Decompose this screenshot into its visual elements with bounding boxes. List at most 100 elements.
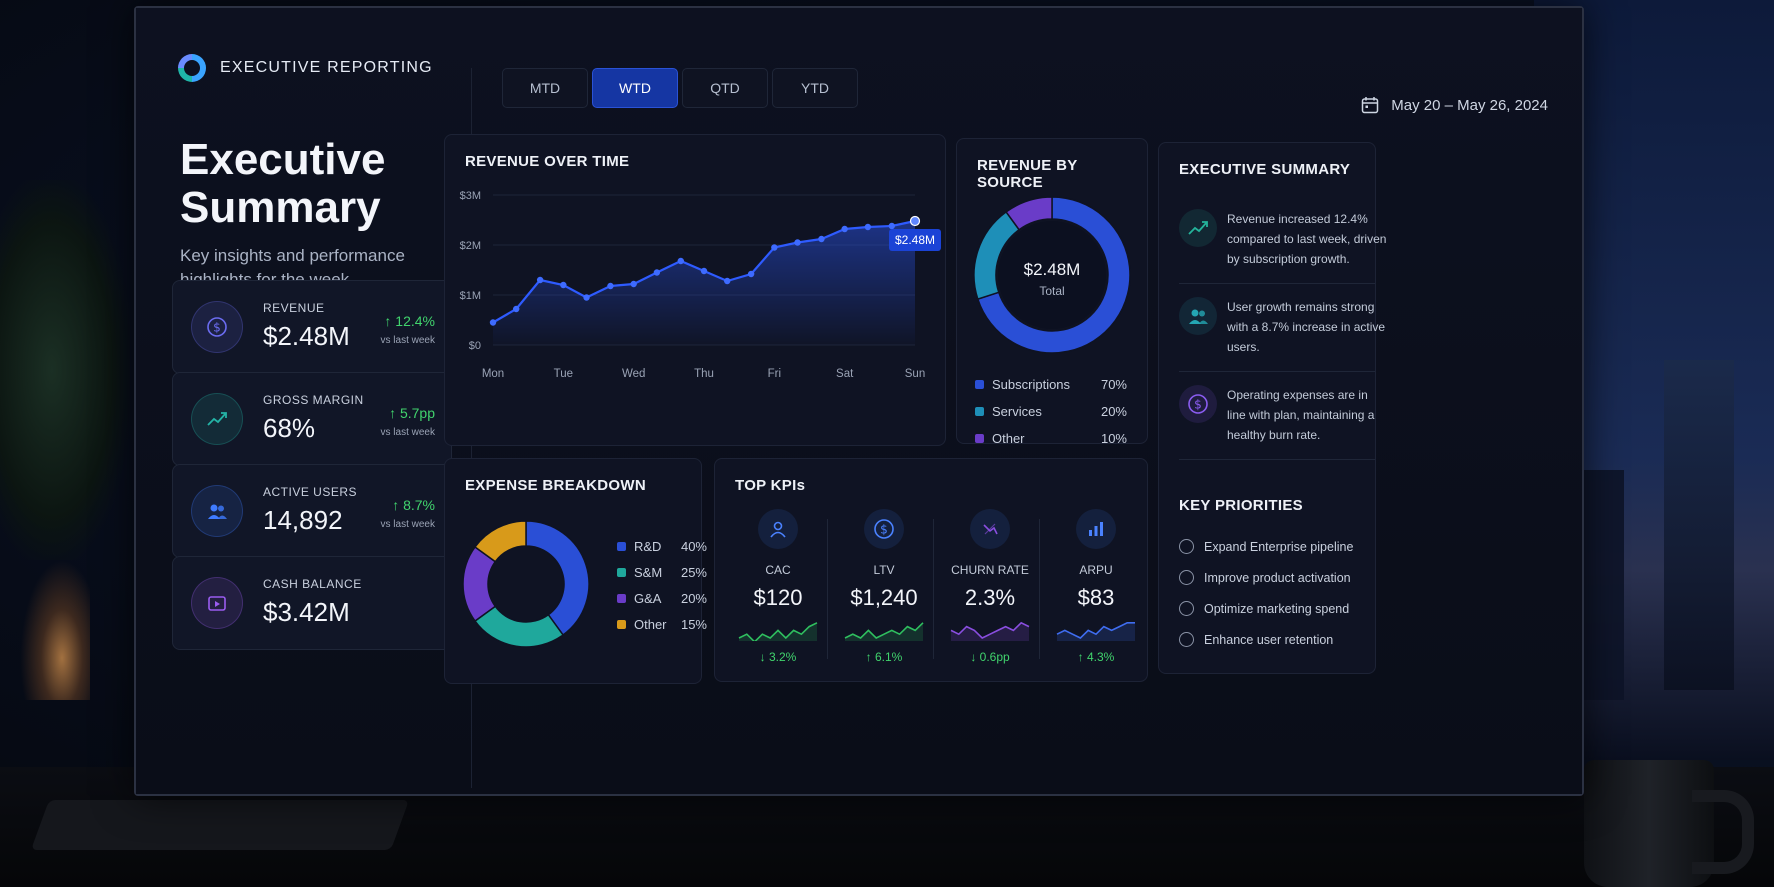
revenue-point[interactable] <box>841 225 848 233</box>
legend-value: 25% <box>680 565 707 580</box>
revenue-point[interactable] <box>724 277 731 285</box>
checkbox-circle-icon[interactable] <box>1179 539 1194 554</box>
tab-ytd[interactable]: YTD <box>772 68 858 108</box>
kpi-card-cash-balance[interactable]: CASH BALANCE $3.42M <box>172 556 452 650</box>
kpi-card-active-users[interactable]: ACTIVE USERS 14,892 ↑ 8.7% vs last week <box>172 464 452 558</box>
city-building <box>1664 360 1734 690</box>
revenue-point[interactable] <box>864 223 872 231</box>
priority-label: Expand Enterprise pipeline <box>1204 539 1354 554</box>
bar-chart-icon <box>1076 509 1116 549</box>
tab-mtd[interactable]: MTD <box>502 68 588 108</box>
priority-item[interactable]: Enhance user retention <box>1179 632 1333 647</box>
legend-item: Other 15% <box>617 617 707 632</box>
revenue-by-source-panel: REVENUE BY SOURCE $2.48M Total Subscripti… <box>956 138 1148 446</box>
kpi-delta-caption: vs last week <box>380 335 435 346</box>
donut-slice[interactable] <box>1005 196 1053 231</box>
top-kpi-label: CHURN RATE <box>951 563 1029 577</box>
top-kpi-label: ARPU <box>1079 563 1113 577</box>
panel-title: TOP KPIs <box>735 477 806 494</box>
churn-icon <box>970 509 1010 549</box>
priority-item[interactable]: Expand Enterprise pipeline <box>1179 539 1353 554</box>
legend-label: Other <box>992 431 1025 446</box>
legend-item: Other 10% <box>975 431 1127 446</box>
priority-item[interactable]: Optimize marketing spend <box>1179 601 1349 616</box>
revenue-over-time-panel: REVENUE OVER TIME $0 $1M $2M $3M Mon Tue Wed Th… <box>444 134 946 446</box>
revenue-point[interactable] <box>536 276 544 284</box>
monitor: EXECUTIVE REPORTING Executive Summary Ke… <box>134 6 1584 796</box>
kpi-card-revenue[interactable]: $ REVENUE $2.48M ↑ 12.4% vs last week <box>172 280 452 374</box>
revenue-point[interactable] <box>630 280 637 288</box>
kpi-card-gross-margin[interactable]: GROSS MARGIN 68% ↑ 5.7pp vs last week <box>172 372 452 466</box>
revenue-line-chart: $0 $1M $2M $3M Mon Tue Wed Thu Fri Sat Sun $2.48M <box>460 190 941 380</box>
expense-breakdown-panel: EXPENSE BREAKDOWN R&D 40% S&M 25% G&A 20% Othe… <box>444 458 707 684</box>
revenue-point[interactable] <box>513 305 520 313</box>
wallet-icon <box>191 577 243 629</box>
key-priorities-title: KEY PRIORITIES <box>1179 497 1303 514</box>
kpi-value: 14,892 <box>263 505 343 535</box>
priority-item[interactable]: Improve product activation <box>1179 570 1351 585</box>
legend-swatch <box>975 380 984 389</box>
donut-slice[interactable] <box>473 605 565 648</box>
plant-decor <box>0 180 130 560</box>
x-tick-label: Wed <box>622 368 645 380</box>
sparkline <box>738 622 818 643</box>
revenue-point[interactable] <box>607 282 614 290</box>
legend-value: 20% <box>1100 404 1127 419</box>
users-icon <box>1179 297 1217 335</box>
donut-slice[interactable] <box>976 196 1131 354</box>
legend-value: 40% <box>680 539 707 554</box>
legend-label: S&M <box>634 565 663 580</box>
user-icon <box>758 509 798 549</box>
revenue-point[interactable] <box>700 267 708 275</box>
priority-label: Improve product activation <box>1204 570 1351 585</box>
date-range-picker[interactable]: May 20 – May 26, 2024 <box>1361 96 1548 114</box>
dollar-icon: $ <box>191 301 243 353</box>
tab-wtd[interactable]: WTD <box>592 68 678 108</box>
legend-item: Services 20% <box>975 404 1127 419</box>
revenue-point[interactable] <box>560 281 567 289</box>
top-kpi-value: $1,240 <box>850 585 918 610</box>
checkbox-circle-icon[interactable] <box>1179 632 1194 647</box>
panel-title: EXECUTIVE SUMMARY <box>1179 161 1351 178</box>
revenue-point[interactable] <box>653 269 661 276</box>
revenue-point[interactable] <box>583 294 590 301</box>
kpi-delta-caption: vs last week <box>380 427 435 438</box>
top-kpi-cac[interactable]: CAC $120 ↓ 3.2% <box>723 509 833 669</box>
y-tick-label: $3M <box>460 190 481 202</box>
revenue-point[interactable] <box>489 319 497 326</box>
top-kpi-label: CAC <box>765 563 791 577</box>
revenue-point-latest[interactable] <box>909 215 921 227</box>
panel-title: REVENUE OVER TIME <box>465 153 630 170</box>
sparkline <box>950 621 1030 641</box>
svg-text:$: $ <box>880 523 888 537</box>
kpi-divider <box>827 519 828 659</box>
top-kpi-ltv[interactable]: $ LTV $1,240 ↑ 6.1% <box>829 509 939 669</box>
legend-swatch <box>617 594 626 603</box>
checkbox-circle-icon[interactable] <box>1179 601 1194 616</box>
kpi-label: ACTIVE USERS <box>263 485 358 499</box>
top-kpi-churn-rate[interactable]: CHURN RATE 2.3% ↓ 0.6pp <box>935 509 1045 669</box>
revenue-point[interactable] <box>677 257 684 265</box>
revenue-point[interactable] <box>771 244 778 251</box>
kpi-value: 68% <box>263 413 316 443</box>
kpi-divider <box>1039 519 1040 659</box>
legend-swatch <box>617 542 626 551</box>
revenue-point[interactable] <box>794 239 801 246</box>
legend-label: Services <box>992 404 1042 419</box>
revenue-point[interactable] <box>888 222 895 230</box>
summary-divider <box>1179 459 1375 460</box>
tab-qtd[interactable]: QTD <box>682 68 768 108</box>
donut-slice[interactable] <box>525 520 590 637</box>
top-kpi-arpu[interactable]: ARPU $83 ↑ 4.3% <box>1041 509 1151 669</box>
top-kpi-delta: ↑ 6.1% <box>865 650 903 664</box>
revenue-source-donut: $2.48M Total <box>973 196 1131 354</box>
top-kpi-value: $120 <box>753 585 803 610</box>
donut-slice[interactable] <box>473 520 527 563</box>
revenue-point[interactable] <box>747 270 755 278</box>
revenue-point[interactable] <box>818 235 825 243</box>
trend-up-icon <box>191 393 243 445</box>
x-tick-label: Sun <box>905 368 925 380</box>
top-kpi-delta: ↑ 4.3% <box>1077 650 1115 664</box>
legend-swatch <box>975 434 984 443</box>
checkbox-circle-icon[interactable] <box>1179 570 1194 585</box>
